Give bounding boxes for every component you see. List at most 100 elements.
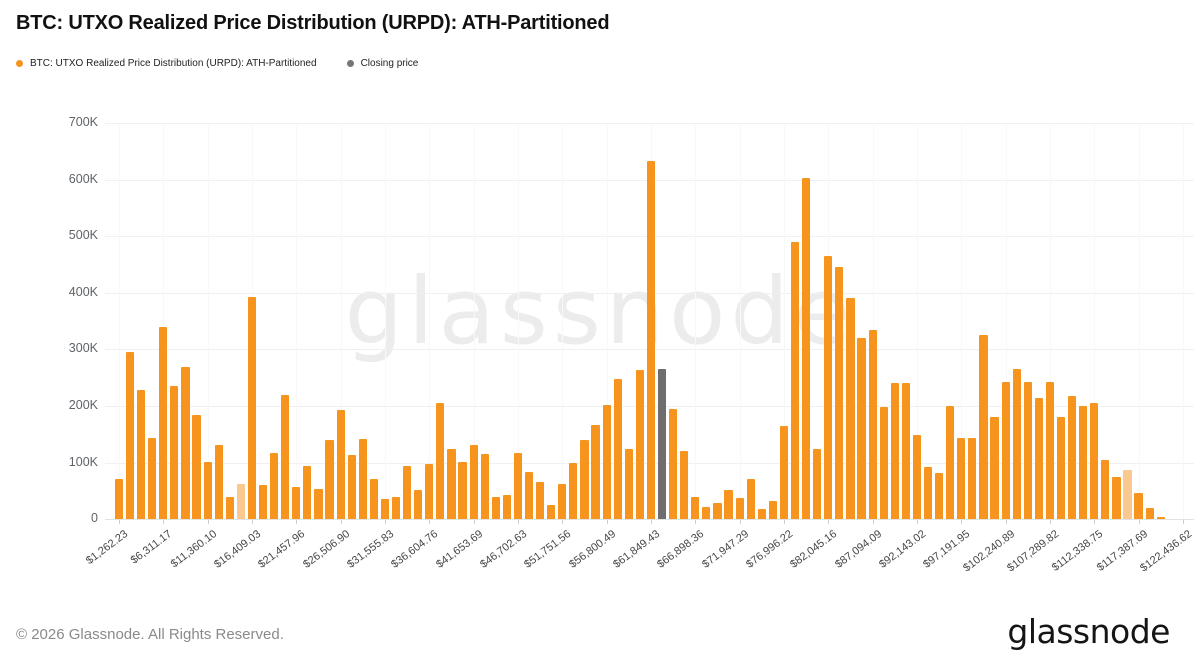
closing-price-bar[interactable]	[657, 369, 667, 520]
bar[interactable]	[857, 338, 866, 520]
bar[interactable]	[247, 297, 257, 520]
bar[interactable]	[724, 490, 733, 520]
bar[interactable]	[580, 440, 589, 520]
bar[interactable]	[923, 467, 933, 520]
bar[interactable]	[358, 438, 367, 520]
bar[interactable]	[369, 479, 378, 520]
bar[interactable]	[1056, 416, 1066, 520]
bar[interactable]	[802, 178, 811, 520]
bar[interactable]	[957, 438, 966, 520]
bar[interactable]	[114, 479, 124, 520]
bar[interactable]	[425, 463, 434, 520]
bar[interactable]	[524, 471, 534, 520]
bar[interactable]	[148, 438, 157, 520]
bar[interactable]	[458, 462, 467, 520]
bar[interactable]	[270, 452, 279, 520]
bar[interactable]	[868, 330, 877, 520]
bar[interactable]	[203, 462, 212, 520]
bar[interactable]	[281, 394, 290, 520]
legend-item-closing-price[interactable]: Closing price	[346, 58, 418, 69]
bar[interactable]	[314, 489, 323, 520]
bar[interactable]	[1112, 477, 1121, 520]
bar[interactable]	[1134, 493, 1143, 520]
bar[interactable]	[137, 390, 146, 520]
bar[interactable]	[935, 472, 944, 520]
bar[interactable]	[414, 489, 423, 520]
bar[interactable]	[968, 438, 977, 520]
bar[interactable]	[181, 367, 190, 520]
bar[interactable]	[447, 449, 456, 520]
bar[interactable]	[1034, 398, 1043, 520]
bar[interactable]	[1090, 403, 1099, 520]
bar[interactable]	[735, 498, 744, 520]
bar[interactable]	[901, 383, 910, 520]
bar[interactable]	[502, 494, 511, 520]
bar[interactable]	[757, 509, 766, 520]
bar[interactable]	[1001, 381, 1010, 520]
bar[interactable]	[125, 351, 135, 520]
bar[interactable]	[225, 496, 234, 520]
bar[interactable]	[646, 160, 656, 520]
bar[interactable]	[1067, 395, 1077, 520]
x-axis-label: $6,311.17	[128, 528, 175, 567]
bar-light[interactable]	[236, 484, 245, 520]
bar[interactable]	[292, 486, 301, 520]
bar[interactable]	[912, 434, 922, 520]
bar[interactable]	[602, 404, 611, 520]
bar-light[interactable]	[1123, 469, 1132, 520]
bar[interactable]	[790, 242, 800, 520]
bar[interactable]	[702, 506, 711, 520]
bar[interactable]	[513, 453, 523, 520]
bar[interactable]	[1145, 508, 1154, 520]
bar[interactable]	[680, 450, 689, 520]
bar[interactable]	[1045, 381, 1055, 520]
bar[interactable]	[890, 383, 899, 520]
bar[interactable]	[746, 479, 755, 520]
bar[interactable]	[1023, 381, 1032, 520]
bar[interactable]	[170, 385, 179, 520]
bar[interactable]	[613, 378, 622, 520]
bar[interactable]	[347, 455, 356, 520]
bar[interactable]	[1156, 517, 1165, 520]
bar[interactable]	[380, 498, 390, 520]
bar[interactable]	[813, 449, 822, 520]
legend-item-urpd[interactable]: BTC: UTXO Realized Price Distribution (U…	[16, 58, 317, 69]
gridline-x	[1005, 123, 1007, 520]
bar[interactable]	[303, 465, 312, 520]
bar[interactable]	[536, 481, 545, 520]
bar[interactable]	[768, 500, 777, 520]
bar[interactable]	[990, 417, 999, 520]
bar[interactable]	[691, 496, 700, 520]
bar[interactable]	[436, 402, 445, 520]
bar[interactable]	[558, 484, 567, 520]
bar[interactable]	[835, 267, 844, 520]
bar[interactable]	[979, 334, 988, 520]
bar[interactable]	[403, 466, 412, 520]
bar[interactable]	[824, 256, 833, 520]
bar[interactable]	[192, 415, 201, 520]
bar[interactable]	[491, 497, 500, 520]
bar[interactable]	[624, 449, 633, 520]
bar[interactable]	[325, 440, 334, 520]
bar[interactable]	[779, 426, 789, 520]
bar[interactable]	[635, 369, 644, 520]
bar[interactable]	[391, 496, 401, 520]
bar[interactable]	[1012, 368, 1021, 520]
bar[interactable]	[480, 454, 489, 520]
bar[interactable]	[336, 410, 345, 520]
bar[interactable]	[214, 445, 223, 520]
bar[interactable]	[669, 409, 678, 520]
bar[interactable]	[569, 463, 578, 520]
bar[interactable]	[258, 484, 268, 520]
bar[interactable]	[713, 503, 722, 520]
bar[interactable]	[469, 444, 478, 520]
bar[interactable]	[1101, 460, 1110, 520]
bar[interactable]	[591, 424, 600, 520]
bar[interactable]	[879, 406, 888, 520]
bar[interactable]	[846, 298, 855, 520]
bar[interactable]	[946, 406, 955, 520]
bar[interactable]	[159, 327, 168, 520]
bar[interactable]	[547, 505, 556, 520]
bar[interactable]	[1079, 406, 1088, 520]
